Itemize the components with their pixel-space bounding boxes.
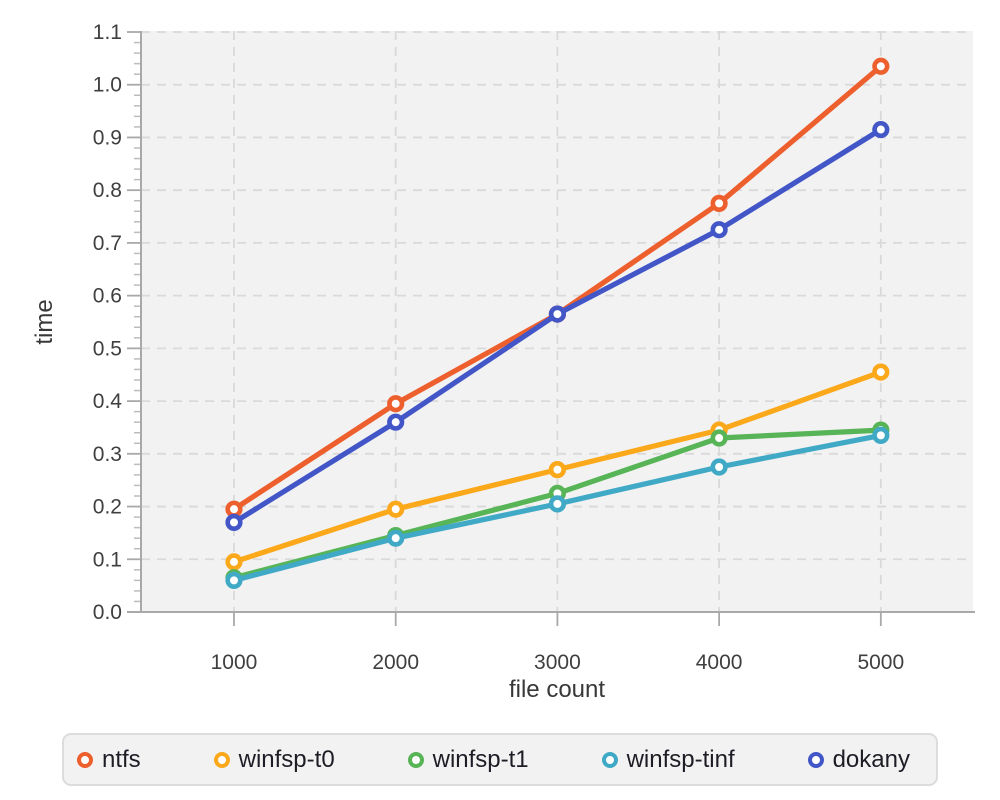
x-tick-label: 5000: [857, 651, 904, 674]
data-point-dokany-5000: [872, 120, 890, 139]
legend: ntfs winfsp-t0 winfsp-t1 winfsp-tinf dokany: [62, 733, 938, 786]
data-series: [225, 57, 890, 589]
data-point-winfsp-t0-5000: [872, 363, 890, 381]
x-tick-label: 4000: [696, 651, 743, 674]
legend-label: dokany: [832, 745, 910, 773]
data-point-dokany-4000: [710, 221, 728, 239]
legend-marker-winfsp-t1: [407, 751, 424, 768]
legend-label: winfsp-t1: [432, 745, 529, 773]
y-tick-label: 0.0: [93, 601, 122, 624]
data-point-winfsp-tinf-1000: [225, 571, 243, 589]
x-tick-label: 3000: [534, 651, 581, 674]
y-tick-label: 0.5: [93, 337, 122, 360]
data-point-dokany-3000: [548, 305, 567, 323]
data-point-winfsp-t1-4000: [710, 429, 728, 447]
data-point-ntfs-5000: [872, 57, 890, 75]
legend-item-winfsp-tinf[interactable]: winfsp-tinf: [601, 745, 735, 773]
legend-item-winfsp-t0[interactable]: winfsp-t0: [213, 745, 335, 773]
data-point-ntfs-2000: [387, 395, 405, 413]
legend-item-dokany[interactable]: dokany: [807, 745, 910, 773]
y-tick-label: 0.2: [93, 496, 122, 519]
data-point-winfsp-tinf-4000: [710, 458, 728, 476]
data-point-dokany-1000: [225, 513, 243, 531]
legend-item-ntfs[interactable]: ntfs: [77, 745, 141, 773]
axis-ticks: [127, 31, 882, 626]
y-tick-label: 0.1: [93, 548, 122, 571]
y-tick-label: 0.6: [93, 285, 122, 308]
data-point-winfsp-tinf-5000: [872, 426, 890, 444]
y-tick-label: 1.1: [93, 21, 122, 44]
legend-item-winfsp-t1[interactable]: winfsp-t1: [407, 745, 529, 773]
line-chart: 0.0 0.1 0.2 0.3 0.4 0.5 0.6 0.7 0.8 0.9 1.0 1.1 1000…: [31, 21, 975, 703]
data-point-ntfs-1000: [225, 500, 243, 518]
data-point-winfsp-t0-1000: [225, 553, 243, 571]
legend-marker-winfsp-t0: [213, 751, 230, 768]
legend-marker-dokany: [807, 751, 824, 768]
y-tick-label: 0.7: [93, 232, 122, 255]
x-tick-label: 2000: [372, 651, 419, 674]
legend-label: ntfs: [102, 745, 141, 773]
y-tick-label: 0.3: [93, 443, 122, 466]
legend-marker-winfsp-tinf: [601, 751, 618, 768]
y-tick-label: 1.0: [93, 74, 122, 97]
data-point-winfsp-t0-3000: [548, 461, 567, 479]
legend-marker-ntfs: [77, 751, 93, 768]
data-point-winfsp-tinf-2000: [387, 529, 405, 547]
y-axis-title: time: [31, 299, 58, 344]
data-point-dokany-2000: [387, 413, 405, 431]
data-point-ntfs-4000: [710, 194, 728, 212]
chart-canvas: 0.0 0.1 0.2 0.3 0.4 0.5 0.6 0.7 0.8 0.9 1.0 1.1 1000…: [31, 21, 975, 703]
y-tick-label: 0.4: [93, 390, 123, 413]
y-tick-label: 0.9: [93, 126, 122, 149]
data-point-winfsp-t0-2000: [387, 500, 405, 518]
legend-label: winfsp-t0: [238, 745, 335, 773]
tick-labels: 0.0 0.1 0.2 0.3 0.4 0.5 0.6 0.7 0.8 0.9 1.0 1.1 1000…: [93, 21, 904, 674]
x-axis-title: file count: [509, 676, 605, 703]
data-point-winfsp-tinf-3000: [548, 495, 567, 513]
y-tick-label: 0.8: [93, 179, 122, 202]
x-tick-label: 1000: [211, 651, 258, 674]
legend-label: winfsp-tinf: [626, 745, 735, 773]
axis-lines: [127, 31, 975, 613]
